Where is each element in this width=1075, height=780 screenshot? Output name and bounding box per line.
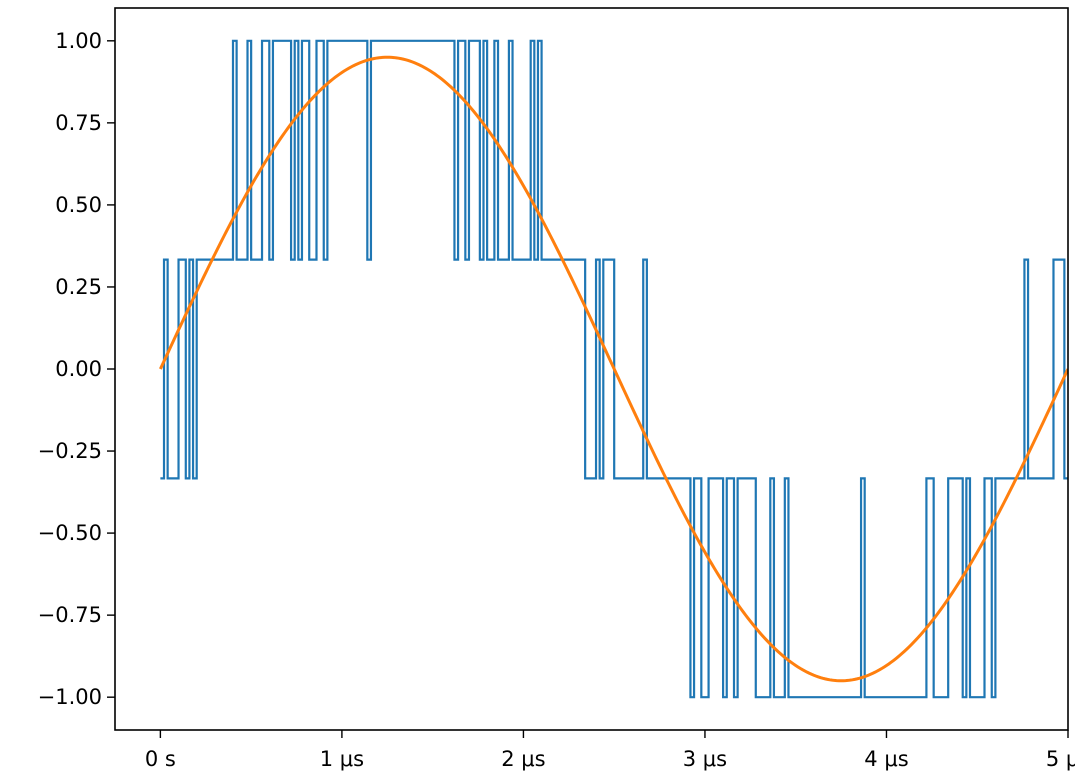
y-tick-label: 0.50	[55, 193, 102, 217]
x-tick-label: 1 μs	[320, 747, 364, 771]
x-tick-label: 2 μs	[501, 747, 545, 771]
x-axis: 0 s 1 μs 2 μs 3 μs 4 μs 5 μs	[145, 730, 1075, 771]
x-tick-label: 5 μs	[1046, 747, 1075, 771]
y-tick-label: 0.00	[55, 357, 102, 381]
y-tick-label: 0.25	[55, 275, 102, 299]
y-tick-label: −0.25	[38, 439, 102, 463]
y-tick-label: −0.75	[38, 603, 102, 627]
y-tick-label: 1.00	[55, 29, 102, 53]
x-tick-label: 4 μs	[864, 747, 908, 771]
y-tick-label: −0.50	[38, 521, 102, 545]
plot-frame	[114, 7, 1069, 731]
plot-area	[159, 39, 1068, 699]
x-tick-label: 3 μs	[683, 747, 727, 771]
x-tick-label: 0 s	[145, 747, 176, 771]
y-tick-label: 0.75	[55, 111, 102, 135]
series-line-quantized	[160, 39, 1068, 699]
series-line-sine	[159, 55, 1068, 683]
y-tick-label: −1.00	[38, 685, 102, 709]
y-axis: 1.00 0.75 0.50 0.25 0.00 −0.25 −0.50 −0.75 −1.00	[38, 29, 115, 709]
